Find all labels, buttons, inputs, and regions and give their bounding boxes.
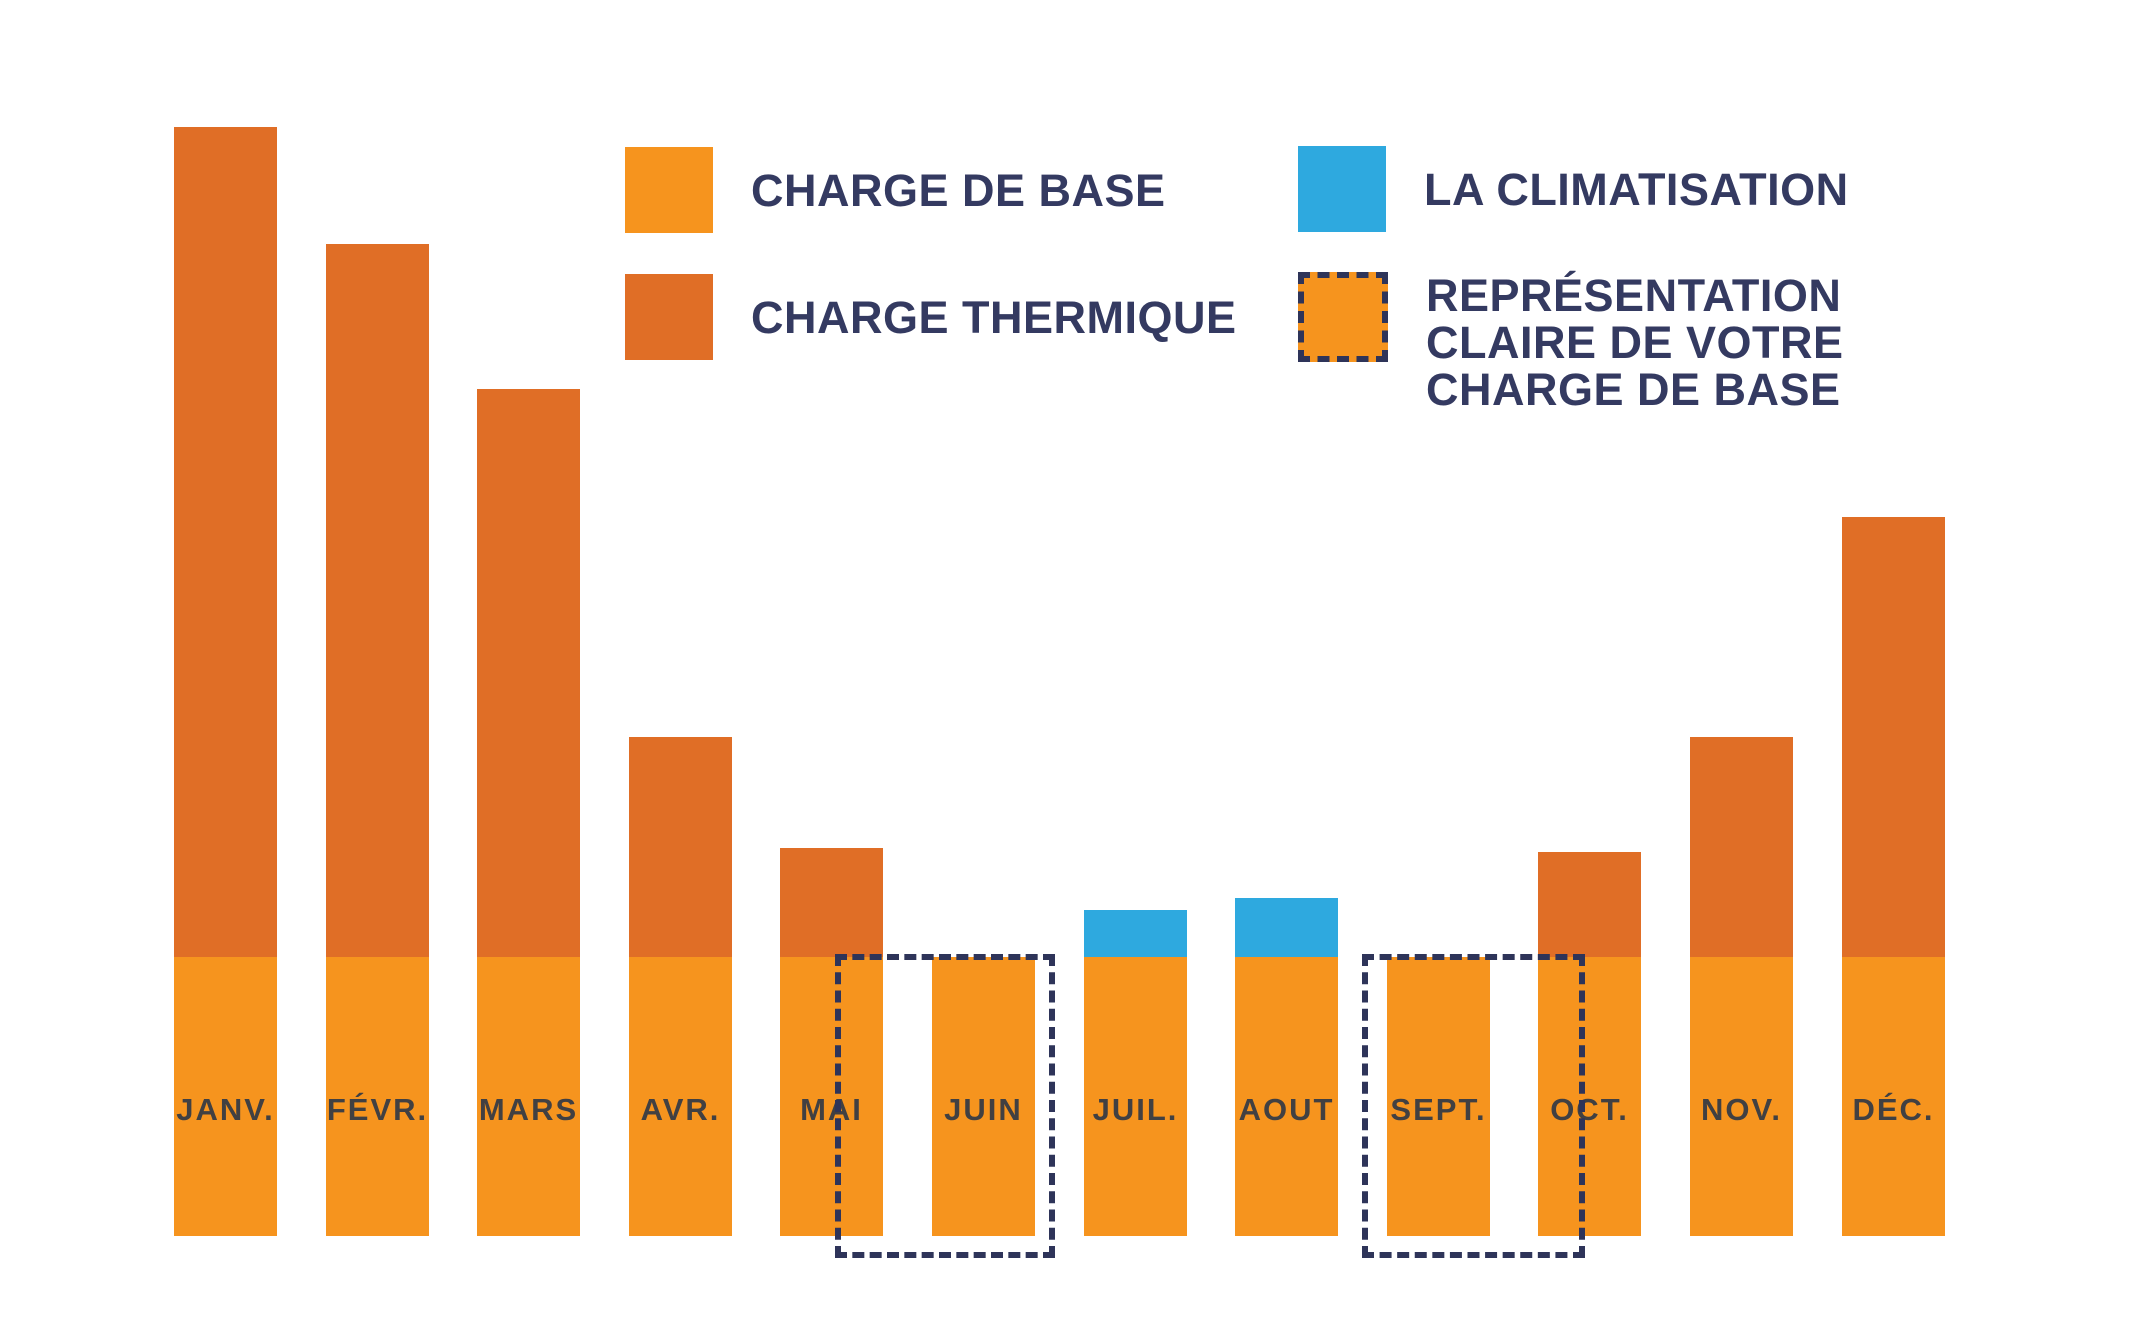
legend-item-charge-de-base: CHARGE DE BASE xyxy=(625,147,1166,233)
charge-de-base-swatch xyxy=(625,147,713,233)
bar-segment-base-10 xyxy=(1538,957,1641,1236)
la-climatisation-swatch xyxy=(1298,146,1386,232)
bar-segment-thermique-4 xyxy=(629,737,732,957)
month-label-2: FÉVR. xyxy=(326,1092,429,1127)
bar-segment-base-1 xyxy=(174,957,277,1236)
month-label-8: AOUT xyxy=(1238,1092,1335,1127)
month-label-1: JANV. xyxy=(176,1092,275,1127)
legend-label-representation-claire: REPRÉSENTATION CLAIRE DE VOTRE CHARGE DE… xyxy=(1426,272,1844,413)
legend-item-la-climatisation: LA CLIMATISATION xyxy=(1298,146,1849,232)
bar-segment-thermique-1 xyxy=(174,127,277,957)
bar-segment-base-6 xyxy=(932,957,1035,1236)
month-label-6: JUIN xyxy=(944,1092,1023,1127)
bar-segment-base-4 xyxy=(629,957,732,1236)
bar-segment-base-9 xyxy=(1387,957,1490,1236)
bar-segment-base-12 xyxy=(1842,957,1945,1236)
representation-claire-swatch xyxy=(1298,272,1388,362)
legend-label-line-3: CHARGE DE BASE xyxy=(1426,364,1841,415)
bar-segment-base-5 xyxy=(780,957,883,1236)
bar-segment-base-7 xyxy=(1084,957,1187,1236)
month-label-11: NOV. xyxy=(1701,1092,1782,1127)
legend-label-charge-de-base: CHARGE DE BASE xyxy=(751,164,1166,216)
bar-segment-thermique-3 xyxy=(477,389,580,957)
bar-segment-thermique-11 xyxy=(1690,737,1793,957)
bar-segment-thermique-12 xyxy=(1842,517,1945,957)
bar-segment-base-11 xyxy=(1690,957,1793,1236)
legend-item-charge-thermique: CHARGE THERMIQUE xyxy=(625,274,1237,360)
dashed-highlight-september xyxy=(1362,954,1585,1258)
bar-segment-climatisation-8 xyxy=(1235,898,1338,957)
bar-segment-thermique-5 xyxy=(780,848,883,957)
charge-thermique-swatch xyxy=(625,274,713,360)
legend-label-charge-thermique: CHARGE THERMIQUE xyxy=(751,291,1237,343)
month-label-4: AVR. xyxy=(640,1092,721,1127)
legend-item-representation-claire: REPRÉSENTATION CLAIRE DE VOTRE CHARGE DE… xyxy=(1298,272,1844,413)
bar-segment-climatisation-7 xyxy=(1084,910,1187,957)
bar-segment-base-2 xyxy=(326,957,429,1236)
bar-segment-base-8 xyxy=(1235,957,1338,1236)
month-label-5: MAI xyxy=(800,1092,863,1127)
month-label-10: OCT. xyxy=(1550,1092,1629,1127)
month-label-7: JUIL. xyxy=(1092,1092,1179,1127)
month-label-12: DÉC. xyxy=(1852,1092,1935,1127)
legend-label-line-1: REPRÉSENTATION xyxy=(1426,270,1842,321)
bar-segment-base-3 xyxy=(477,957,580,1236)
bar-segment-thermique-2 xyxy=(326,244,429,957)
month-label-9: SEPT. xyxy=(1390,1092,1487,1127)
dashed-highlight-june xyxy=(835,954,1055,1258)
legend-label-la-climatisation: LA CLIMATISATION xyxy=(1424,163,1849,215)
bar-segment-thermique-10 xyxy=(1538,852,1641,957)
month-label-3: MARS xyxy=(478,1092,579,1127)
legend-label-line-2: CLAIRE DE VOTRE xyxy=(1426,317,1844,368)
